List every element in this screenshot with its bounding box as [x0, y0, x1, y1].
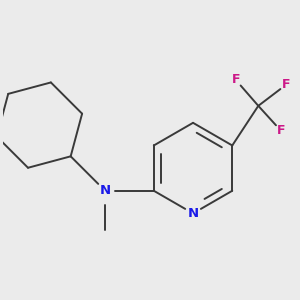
Text: F: F — [277, 124, 285, 137]
Text: F: F — [282, 78, 291, 91]
Text: N: N — [100, 184, 111, 197]
Text: F: F — [231, 73, 240, 86]
Text: N: N — [188, 207, 199, 220]
